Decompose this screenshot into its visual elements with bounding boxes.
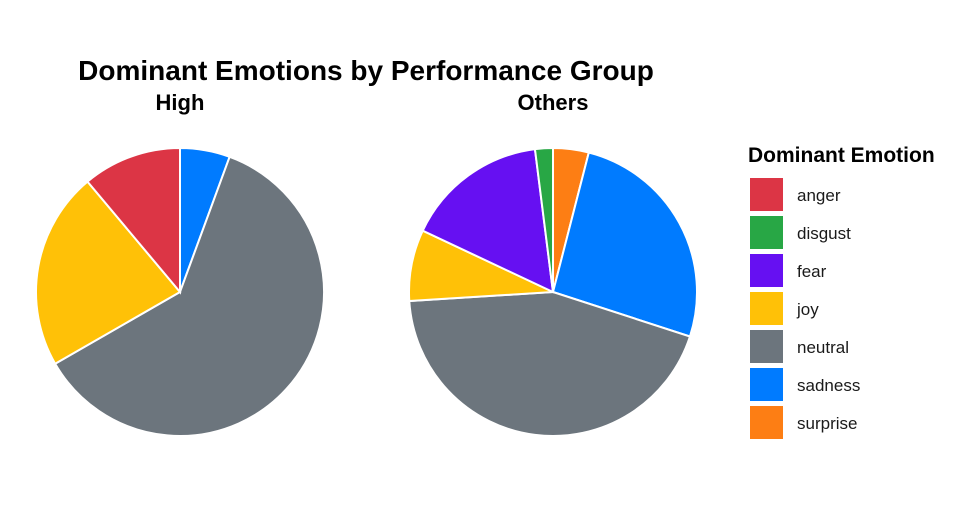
slice-others-disgust (533, 146, 554, 293)
slice-others-fear (421, 148, 555, 294)
legend-swatch-sadness (750, 368, 783, 401)
legend-label-disgust: disgust (797, 224, 851, 243)
legend-swatch-anger (750, 178, 783, 211)
slice-high-anger (86, 146, 181, 295)
legend-label-anger: anger (797, 186, 841, 205)
slice-others-neutral (408, 290, 692, 437)
legend-label-surprise: surprise (797, 414, 857, 433)
legend-title: Dominant Emotion (748, 144, 935, 167)
pie-others (408, 146, 698, 437)
panel-title-others: Others (518, 90, 589, 115)
legend-label-neutral: neutral (797, 338, 849, 357)
slice-high-neutral (53, 155, 325, 437)
legend-swatch-fear (750, 254, 783, 287)
pie-high (35, 146, 325, 437)
legend-label-joy: joy (796, 300, 819, 319)
legend-label-fear: fear (797, 262, 827, 281)
panel-title-high: High (156, 90, 205, 115)
chart-title: Dominant Emotions by Performance Group (78, 55, 654, 86)
legend-swatch-disgust (750, 216, 783, 249)
legend: anger disgust fear joy neutral sadness surpris… (750, 178, 860, 439)
slice-others-sadness (551, 151, 698, 338)
legend-swatch-neutral (750, 330, 783, 363)
legend-swatch-joy (750, 292, 783, 325)
slice-high-joy (35, 180, 182, 366)
legend-swatch-surprise (750, 406, 783, 439)
legend-label-sadness: sadness (797, 376, 860, 395)
